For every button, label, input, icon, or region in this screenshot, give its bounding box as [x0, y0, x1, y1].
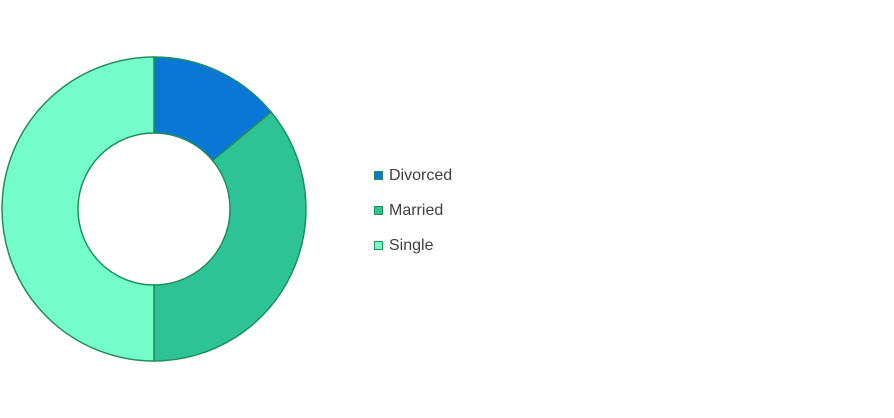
legend-item-divorced: Divorced — [374, 158, 452, 193]
legend-label-divorced: Divorced — [389, 166, 453, 184]
donut-slice-married — [153, 111, 307, 362]
legend-swatch-single — [374, 241, 383, 250]
legend: Divorced Married Single — [374, 158, 452, 263]
legend-swatch-married — [374, 206, 383, 215]
donut-slice-single — [1, 56, 155, 362]
legend-swatch-divorced — [374, 171, 383, 180]
donut-chart — [1, 56, 307, 362]
legend-label-single: Single — [389, 236, 434, 254]
legend-label-married: Married — [389, 201, 444, 219]
legend-item-single: Single — [374, 228, 452, 263]
legend-item-married: Married — [374, 193, 452, 228]
